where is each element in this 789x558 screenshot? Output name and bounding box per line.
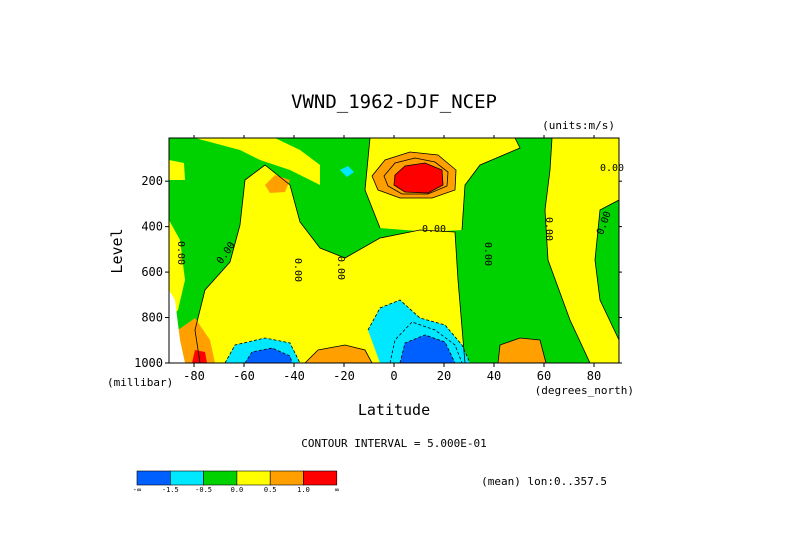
x-unit-label: (degrees_north)	[535, 384, 634, 397]
legend-label: 0.5	[264, 486, 277, 494]
legend-label: 0.0	[231, 486, 244, 494]
x-tick-label: 20	[437, 369, 451, 383]
region-cyan-small	[340, 166, 354, 177]
y-unit-label: (millibar)	[107, 376, 173, 389]
y-axis-ticks: 200 400 600 800 1000	[134, 174, 622, 370]
region-yellow-upper-left	[195, 138, 320, 185]
x-tick-label: -20	[333, 369, 355, 383]
negative-contour-lines	[224, 299, 471, 363]
y-tick-label: 800	[141, 311, 163, 325]
legend-label: ∞	[335, 486, 339, 494]
x-tick-label: 80	[587, 369, 601, 383]
legend-label: -∞	[133, 486, 141, 494]
color-legend: -∞ -1.5 -0.5 0.0 0.5 1.0 ∞	[133, 470, 339, 494]
region-yellow-right	[545, 138, 619, 363]
contour-lines	[194, 138, 619, 363]
plot-area	[169, 138, 619, 363]
contour-label: 0.00	[482, 242, 493, 266]
legend-label: -0.5	[195, 486, 212, 494]
legend-color-bin	[170, 470, 204, 486]
x-tick-label: 40	[487, 369, 501, 383]
region-red-top	[394, 163, 443, 193]
contour-label: 0.00	[292, 258, 303, 282]
y-axis-label: Level	[108, 228, 126, 273]
region-orange-bottom-right	[498, 338, 546, 363]
x-tick-label: -80	[183, 369, 205, 383]
y-tick-label: 400	[141, 220, 163, 234]
contour-label: 0.00	[175, 241, 186, 265]
footer-mean-label: (mean) lon:0..357.5	[481, 475, 607, 488]
region-red-bottom-left	[192, 350, 207, 363]
x-tick-label: 60	[537, 369, 551, 383]
contour-interval-label: CONTOUR INTERVAL = 5.000E-01	[301, 437, 486, 450]
x-axis-ticks: -80 -60 -40 -20 0 20 40 60 80	[183, 135, 601, 383]
contour-label: 0.00	[543, 217, 554, 241]
units-label: (units:m/s)	[542, 119, 615, 132]
region-blue-center	[400, 335, 455, 363]
contour-label: 0.00	[600, 163, 624, 174]
y-tick-label: 1000	[134, 356, 163, 370]
legend-label: 1.0	[297, 486, 310, 494]
x-axis-label: Latitude	[358, 401, 430, 419]
legend-color-bin	[203, 470, 238, 486]
region-missing-data	[169, 290, 185, 363]
legend-color-bin	[236, 470, 271, 486]
legend-color-bin	[136, 470, 171, 486]
region-yellow-top-left-corner	[169, 160, 185, 180]
x-tick-label: -40	[283, 369, 305, 383]
legend-color-bin	[303, 470, 338, 486]
x-tick-label: 0	[390, 369, 397, 383]
chart-title: VWND_1962-DJF_NCEP	[291, 91, 497, 113]
contour-label: 0.00	[335, 256, 346, 280]
region-yellow-left-edge	[169, 220, 185, 320]
x-tick-label: -60	[233, 369, 255, 383]
legend-color-bin	[269, 470, 304, 486]
contour-label: 0.00	[422, 224, 446, 235]
legend-label: -1.5	[162, 486, 179, 494]
y-tick-label: 200	[141, 174, 163, 188]
y-tick-label: 600	[141, 265, 163, 279]
